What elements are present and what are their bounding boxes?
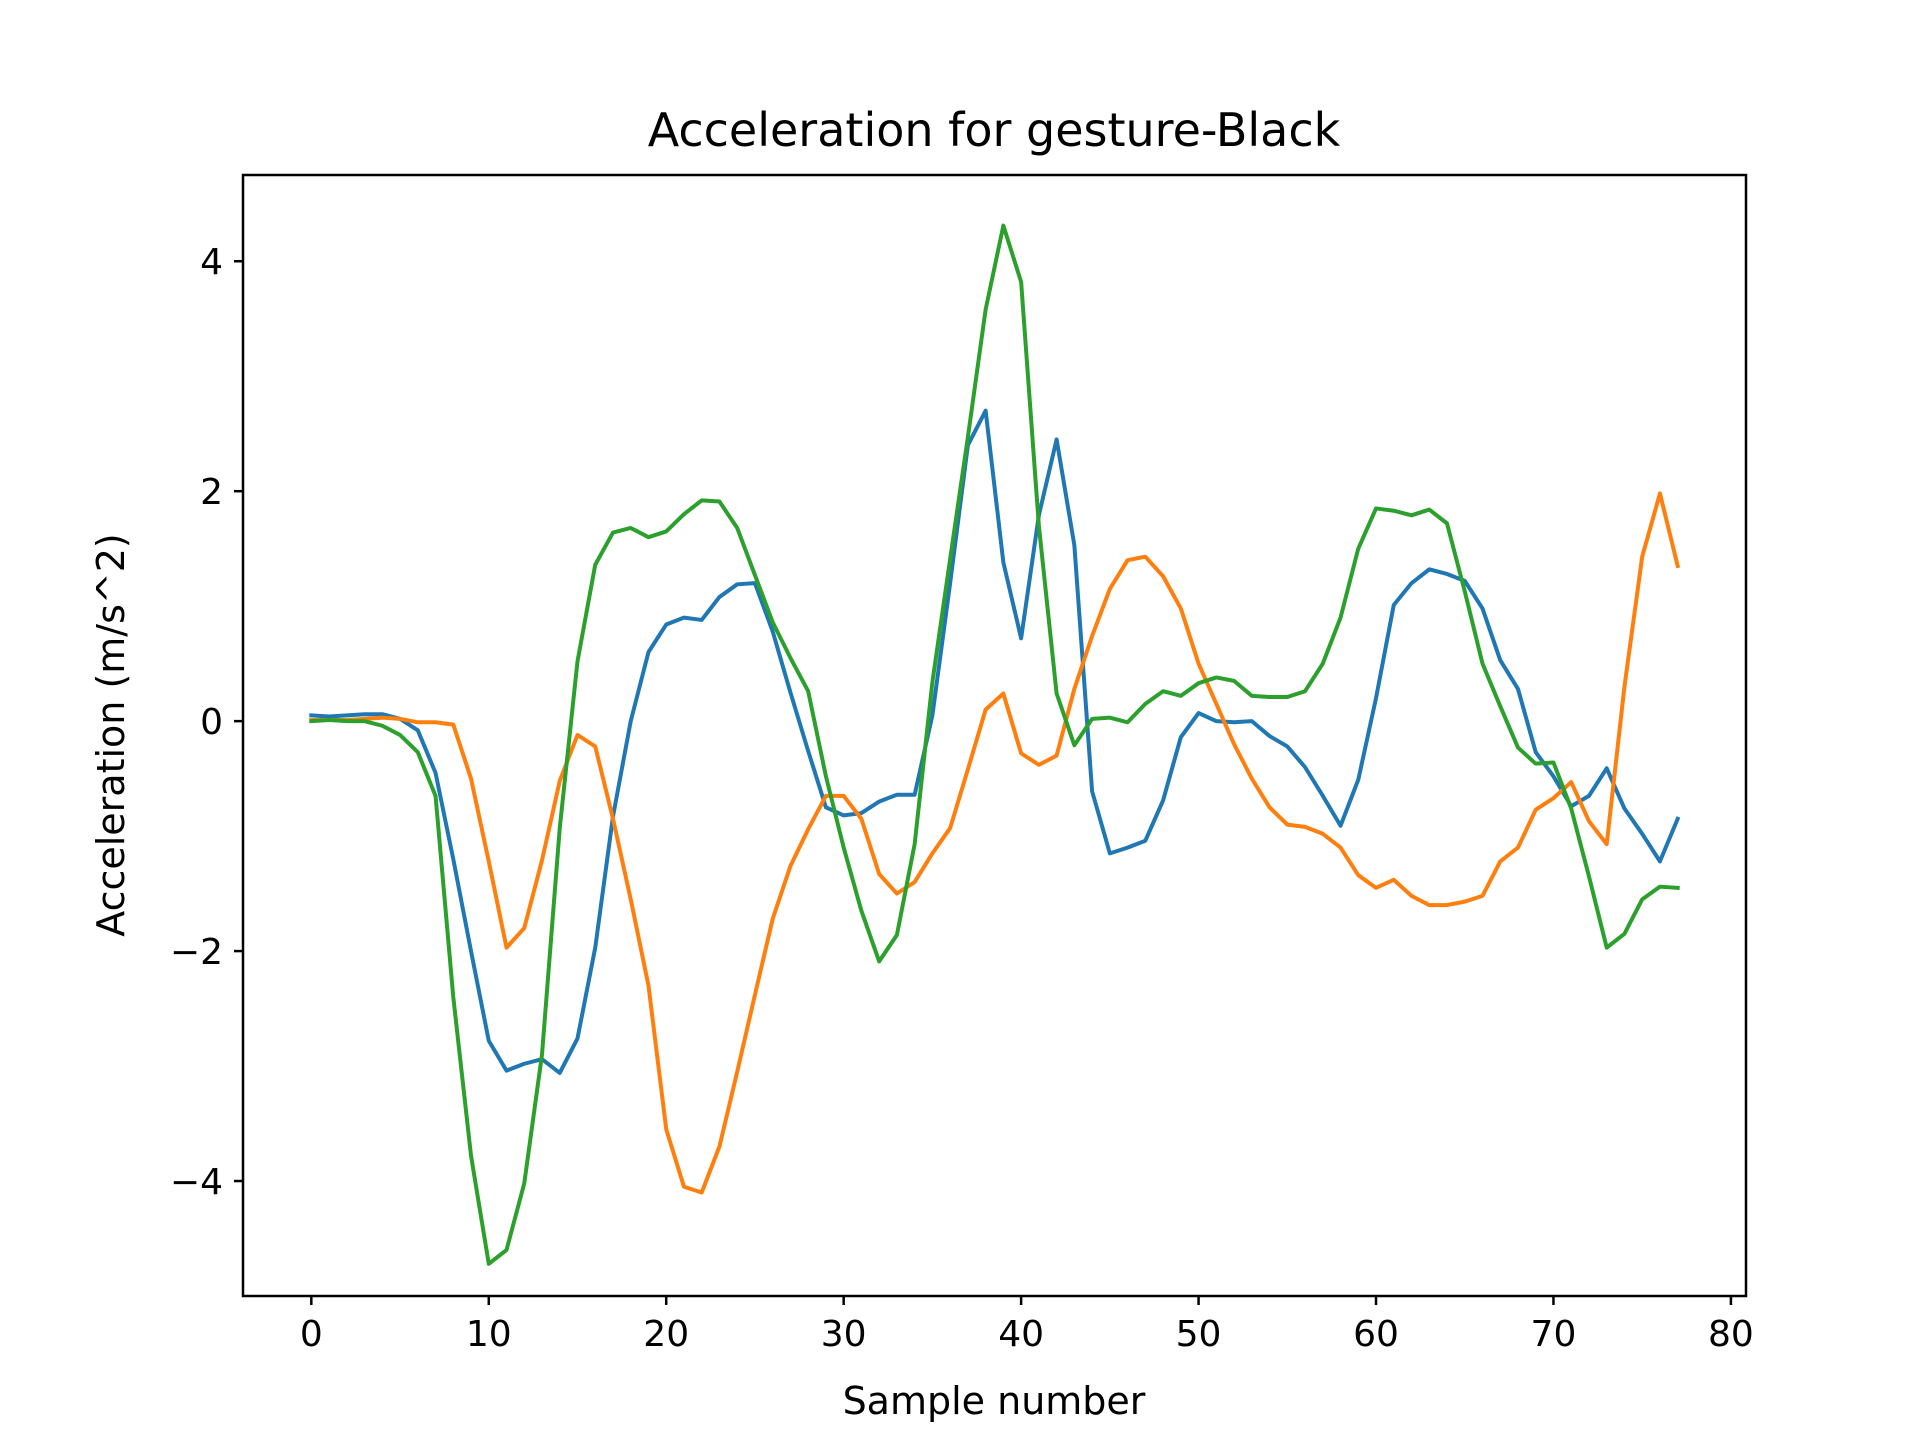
- x-tick-label: 80: [1708, 1314, 1754, 1355]
- y-axis-label: Acceleration (m/s^2): [89, 533, 133, 937]
- y-tick-label: −2: [170, 932, 223, 973]
- chart-title: Acceleration for gesture-Black: [648, 103, 1341, 157]
- y-tick-label: 4: [200, 242, 223, 283]
- x-tick-label: 0: [300, 1314, 323, 1355]
- y-tick-label: 2: [200, 472, 223, 513]
- series-layer: [309, 223, 1681, 1266]
- series-line-2: [309, 491, 1681, 1195]
- series-line-3: [309, 223, 1680, 1266]
- x-tick-label: 40: [998, 1314, 1044, 1355]
- y-tick-label: 0: [200, 702, 223, 743]
- x-tick-label: 60: [1353, 1314, 1399, 1355]
- x-tick-label: 70: [1531, 1314, 1577, 1355]
- x-tick-label: 30: [821, 1314, 867, 1355]
- plot-frame: [241, 173, 1748, 1298]
- x-tick-label: 50: [1176, 1314, 1222, 1355]
- x-axis-label: Sample number: [843, 1379, 1146, 1423]
- series-line-1: [309, 408, 1681, 1075]
- y-tick-label: −4: [170, 1162, 223, 1203]
- x-tick-label: 10: [466, 1314, 512, 1355]
- x-tick-label: 20: [643, 1314, 689, 1355]
